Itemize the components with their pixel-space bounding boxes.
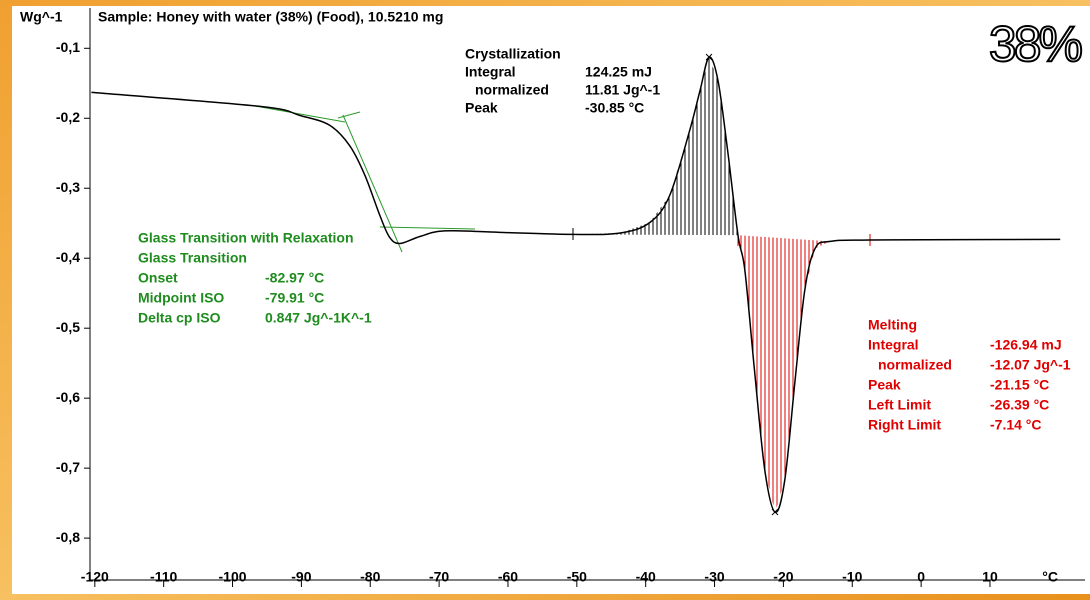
panel (12, 6, 1090, 594)
x-tick-label: -20 (773, 569, 793, 585)
y-tick-label: -0,5 (56, 319, 80, 335)
y-tick-label: -0,1 (56, 39, 80, 55)
annotation-label: Integral (868, 337, 919, 353)
x-tick-label: -80 (360, 569, 380, 585)
y-tick-label: -0,4 (56, 249, 80, 265)
annotation-value: -7.14 °C (990, 417, 1042, 433)
y-tick-label: -0,2 (56, 109, 80, 125)
annotation-label: Left Limit (868, 397, 931, 413)
annotation-value: -82.97 °C (265, 270, 324, 286)
x-tick-label: -60 (498, 569, 518, 585)
x-tick-label: -100 (219, 569, 247, 585)
annotation-value: -12.07 Jg^-1 (990, 357, 1071, 373)
annotation-value: -21.15 °C (990, 377, 1049, 393)
y-axis-label: Wg^-1 (20, 9, 63, 25)
annotation-label: Midpoint ISO (138, 290, 224, 306)
x-tick-label: -40 (636, 569, 656, 585)
annotation-title: Melting (868, 317, 917, 333)
x-tick-label: 0 (917, 569, 925, 585)
x-tick-label: -50 (567, 569, 587, 585)
x-tick-label: -70 (429, 569, 449, 585)
annotation-title: Crystallization (465, 46, 561, 62)
annotation-label: Peak (868, 377, 901, 393)
dsc-curve (91, 56, 1061, 513)
crystallization-area (572, 57, 738, 236)
annotation-label: Onset (138, 270, 178, 286)
annotation-label: normalized (475, 82, 549, 98)
x-tick-label: -10 (842, 569, 862, 585)
annotation-value: -126.94 mJ (990, 337, 1062, 353)
badge: 38% (989, 16, 1082, 72)
chart-title: Sample: Honey with water (38%) (Food), 1… (98, 9, 443, 25)
x-tick-label: 10 (982, 569, 998, 585)
annotation-title: Glass Transition with Relaxation (138, 230, 354, 246)
annotation-label: normalized (878, 357, 952, 373)
tangent-lines (254, 105, 476, 253)
x-tick-label: -90 (291, 569, 311, 585)
x-tick-label: -30 (704, 569, 724, 585)
x-axis-label: °C (1042, 569, 1058, 585)
annotation-label: Peak (465, 100, 498, 116)
annotation-label: Integral (465, 64, 516, 80)
melting-area (737, 235, 831, 513)
x-tick-label: -120 (81, 569, 109, 585)
x-tick-label: -110 (150, 569, 177, 585)
y-tick-label: -0,6 (56, 389, 80, 405)
y-tick-label: -0,3 (56, 179, 80, 195)
y-tick-label: -0,8 (56, 529, 80, 545)
annotation-value: 11.81 Jg^-1 (585, 82, 660, 98)
annotation-value: -79.91 °C (265, 290, 324, 306)
annotation-label: Delta cp ISO (138, 310, 221, 326)
y-tick-label: -0,7 (56, 459, 80, 475)
annotation-value: -30.85 °C (585, 100, 644, 116)
annotation-subtitle: Glass Transition (138, 250, 247, 266)
annotation-value: 0.847 Jg^-1K^-1 (265, 310, 372, 326)
annotation-value: -26.39 °C (990, 397, 1049, 413)
annotation-value: 124.25 mJ (585, 64, 652, 80)
annotation-label: Right Limit (868, 417, 941, 433)
